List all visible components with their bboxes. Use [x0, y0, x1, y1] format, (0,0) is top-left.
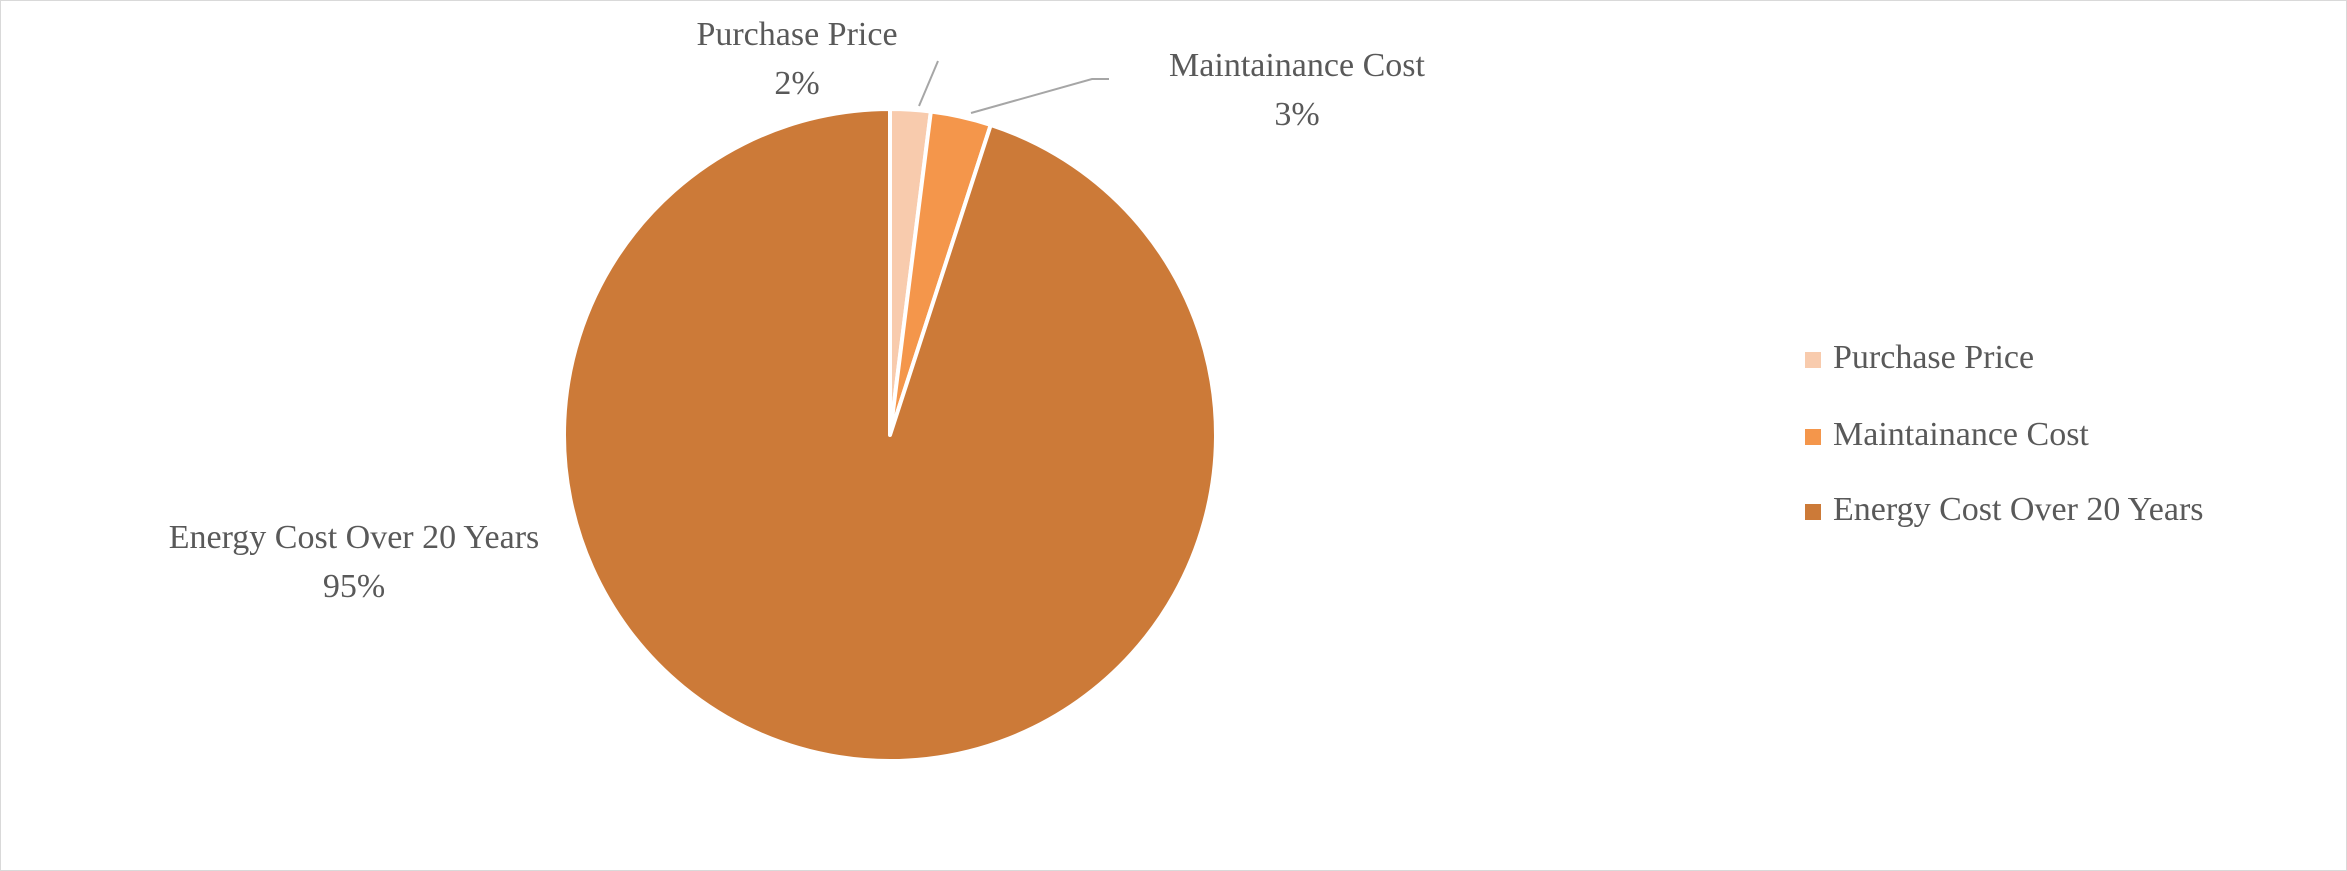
data-label-name: Maintainance Cost [1169, 47, 1425, 84]
legend-label: Purchase Price [1833, 339, 2034, 376]
data-label: Maintainance Cost 3% [1169, 41, 1425, 139]
legend-swatch [1805, 429, 1821, 445]
pie-slice [562, 107, 1218, 763]
legend-swatch [1805, 352, 1821, 368]
data-label-name: Purchase Price [696, 16, 898, 53]
legend-swatch [1805, 504, 1821, 520]
data-label: Energy Cost Over 20 Years 95% [164, 513, 544, 611]
legend-label: Maintainance Cost [1833, 416, 2089, 453]
legend-label: Energy Cost Over 20 Years [1833, 491, 2204, 528]
data-label-value: 3% [1274, 96, 1320, 133]
leader-line [970, 78, 1109, 114]
data-label: Purchase Price 2% [696, 10, 897, 108]
data-label-value: 95% [322, 568, 386, 605]
leader-line [918, 60, 939, 107]
data-label-value: 2% [774, 65, 820, 102]
data-label-name: Energy Cost Over 20 Years [168, 519, 540, 556]
